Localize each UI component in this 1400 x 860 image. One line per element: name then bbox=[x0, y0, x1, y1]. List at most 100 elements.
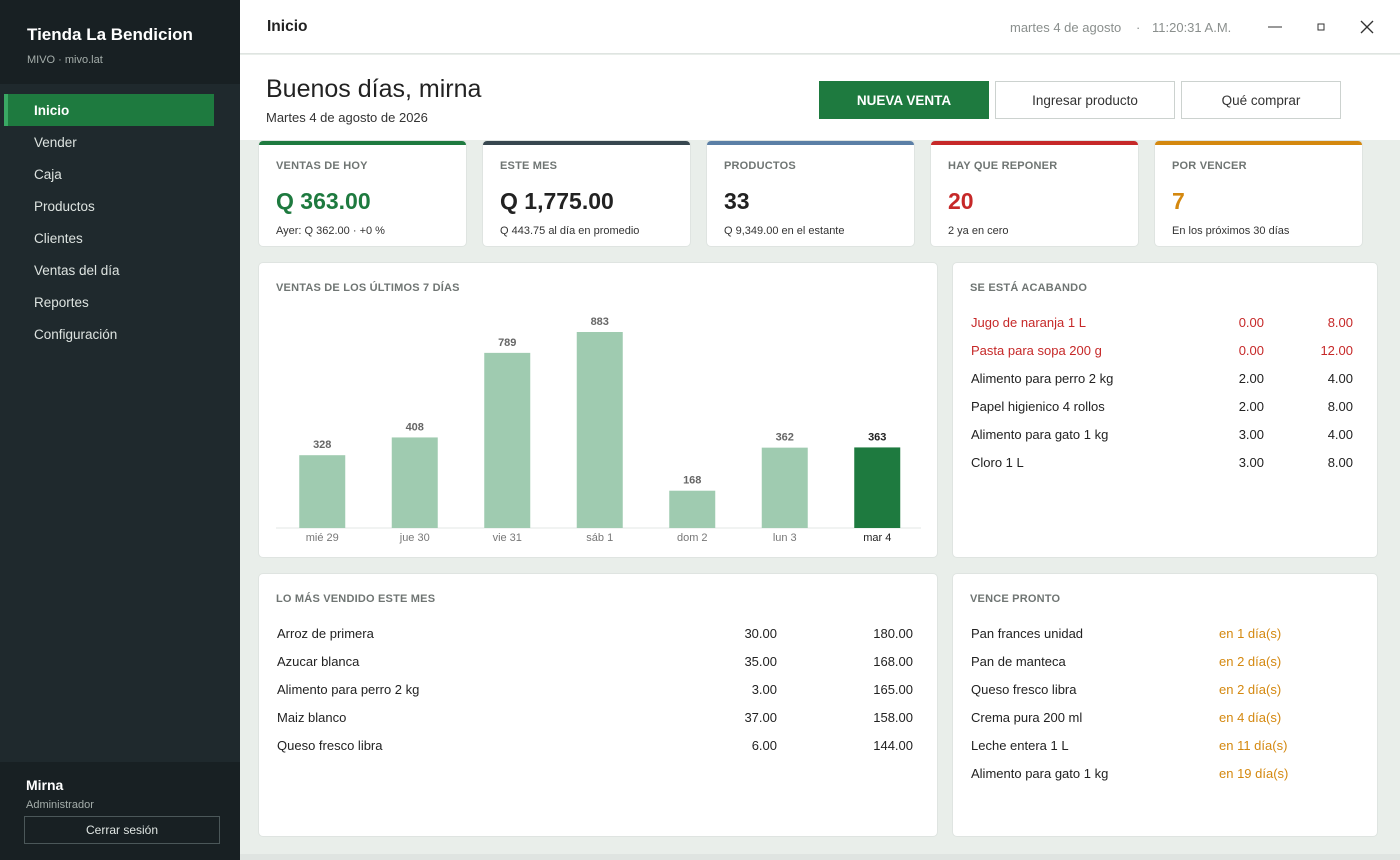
chart-bar bbox=[484, 352, 531, 528]
expiring-row-name: Leche entera 1 L bbox=[971, 738, 1069, 753]
low-stock-row-min: 4.00 bbox=[1327, 371, 1353, 386]
expiring-row-when: en 11 día(s) bbox=[1219, 738, 1288, 753]
low-stock-list: Jugo de naranja 1 L 0.00 8.00 Pasta para so… bbox=[953, 309, 1377, 477]
stat-value: 7 bbox=[1172, 188, 1185, 214]
top-sold-row-name: Arroz de primera bbox=[277, 626, 374, 641]
chart-category-label: vie 31 bbox=[493, 532, 522, 544]
expiring-row-name: Queso fresco libra bbox=[971, 682, 1077, 697]
top-sold-row-qty: 30.00 bbox=[744, 626, 777, 641]
store-name: Tienda La Bendicion bbox=[27, 25, 193, 44]
date-time-separator: · bbox=[1136, 20, 1141, 35]
stat-card: HAY QUE REPONER 20 2 ya en cero bbox=[930, 140, 1139, 247]
add-product-button[interactable]: Ingresar producto bbox=[995, 81, 1175, 119]
expiring-row: Pan frances unidad en 1 día(s) bbox=[953, 620, 1377, 648]
top-sold-panel: LO MÁS VENDIDO ESTE MES Arroz de primera… bbox=[258, 573, 938, 837]
stat-accent-bar bbox=[483, 141, 690, 145]
sidebar-item-inicio[interactable]: Inicio bbox=[4, 94, 214, 126]
sidebar-item-clientes[interactable]: Clientes bbox=[34, 230, 83, 246]
close-icon bbox=[1360, 20, 1374, 34]
stat-card: VENTAS DE HOY Q 363.00 Ayer: Q 362.00 · +0… bbox=[258, 140, 467, 247]
new-sale-button[interactable]: NUEVA VENTA bbox=[819, 81, 989, 119]
stat-accent-bar bbox=[931, 141, 1138, 145]
expiring-row-when: en 2 día(s) bbox=[1219, 654, 1282, 669]
sidebar-user-section: Mirna Administrador Cerrar sesión bbox=[0, 762, 240, 860]
expiring-panel: VENCE PRONTO Pan frances unidad en 1 día(… bbox=[952, 573, 1378, 837]
low-stock-row-qty: 3.00 bbox=[1238, 427, 1264, 442]
low-stock-row: Pasta para sopa 200 g 0.00 12.00 bbox=[953, 337, 1377, 365]
stat-value: Q 1,775.00 bbox=[500, 188, 614, 214]
expiring-row-when: en 4 día(s) bbox=[1219, 710, 1282, 725]
logout-button[interactable]: Cerrar sesión bbox=[24, 816, 220, 844]
sidebar-item-ventas-del-d-a[interactable]: Ventas del día bbox=[34, 262, 120, 278]
low-stock-row-name: Papel higienico 4 rollos bbox=[971, 399, 1105, 414]
low-stock-row: Jugo de naranja 1 L 0.00 8.00 bbox=[953, 309, 1377, 337]
sales-chart-panel: VENTAS DE LOS ÚLTIMOS 7 DÍAS 328 mié 29 40… bbox=[258, 262, 938, 558]
user-role: Administrador bbox=[26, 799, 94, 811]
sidebar-item-reportes[interactable]: Reportes bbox=[34, 294, 89, 310]
low-stock-row-min: 4.00 bbox=[1327, 427, 1353, 442]
chart-category-label: dom 2 bbox=[677, 532, 708, 544]
top-sold-row-total: 168.00 bbox=[873, 654, 913, 669]
top-sold-row: Arroz de primera 30.00 180.00 bbox=[259, 620, 937, 648]
minimize-button[interactable] bbox=[1261, 14, 1289, 40]
stat-value: 20 bbox=[948, 188, 974, 214]
full-date: Martes 4 de agosto de 2026 bbox=[266, 110, 428, 125]
minimize-icon bbox=[1268, 26, 1282, 28]
sidebar-header: Tienda La Bendicion MIVO · mivo.lat bbox=[0, 0, 240, 84]
stat-subtext: Q 9,349.00 en el estante bbox=[724, 225, 845, 237]
sidebar-item-vender[interactable]: Vender bbox=[34, 134, 77, 150]
low-stock-row-min: 12.00 bbox=[1320, 343, 1353, 358]
chart-value-label: 883 bbox=[591, 316, 609, 328]
stat-subtext: 2 ya en cero bbox=[948, 225, 1009, 237]
close-button[interactable] bbox=[1353, 14, 1381, 40]
what-to-buy-button[interactable]: Qué comprar bbox=[1181, 81, 1341, 119]
top-sold-row-qty: 35.00 bbox=[744, 654, 777, 669]
low-stock-row-min: 8.00 bbox=[1327, 399, 1353, 414]
low-stock-row: Alimento para perro 2 kg 2.00 4.00 bbox=[953, 365, 1377, 393]
expiring-row-name: Alimento para gato 1 kg bbox=[971, 766, 1109, 781]
top-sold-row: Alimento para perro 2 kg 3.00 165.00 bbox=[259, 676, 937, 704]
chart-value-label: 789 bbox=[498, 337, 516, 349]
low-stock-row-name: Pasta para sopa 200 g bbox=[971, 343, 1102, 358]
chart-value-label: 328 bbox=[313, 439, 331, 451]
expiring-row: Alimento para gato 1 kg en 19 día(s) bbox=[953, 760, 1377, 788]
expiring-list: Pan frances unidad en 1 día(s) Pan de mant… bbox=[953, 620, 1377, 788]
chart-bar bbox=[854, 447, 901, 528]
sidebar-item-configuraci-n[interactable]: Configuración bbox=[34, 326, 118, 342]
stat-accent-bar bbox=[1155, 141, 1362, 145]
top-sold-row-total: 165.00 bbox=[873, 682, 913, 697]
stat-accent-bar bbox=[259, 141, 466, 145]
chart-title: VENTAS DE LOS ÚLTIMOS 7 DÍAS bbox=[276, 282, 460, 294]
maximize-button[interactable] bbox=[1307, 14, 1335, 40]
chart-category-label: sáb 1 bbox=[586, 532, 613, 544]
expiring-row-name: Pan de manteca bbox=[971, 654, 1066, 669]
chart-value-label: 363 bbox=[868, 431, 886, 443]
stat-card: ESTE MES Q 1,775.00 Q 443.75 al día en pro… bbox=[482, 140, 691, 247]
low-stock-row-name: Alimento para gato 1 kg bbox=[971, 427, 1109, 442]
stat-label: POR VENCER bbox=[1172, 160, 1247, 172]
sidebar-nav: Inicio Vender Caja Productos Clientes Ventas … bbox=[0, 94, 240, 350]
stat-card: POR VENCER 7 En los próximos 30 días bbox=[1154, 140, 1363, 247]
user-name: Mirna bbox=[26, 777, 64, 793]
top-sold-row-name: Alimento para perro 2 kg bbox=[277, 682, 420, 697]
top-sold-row-name: Maiz blanco bbox=[277, 710, 347, 725]
expiring-row-when: en 1 día(s) bbox=[1219, 626, 1282, 641]
expiring-row-name: Crema pura 200 ml bbox=[971, 710, 1083, 725]
expiring-row: Queso fresco libra en 2 día(s) bbox=[953, 676, 1377, 704]
sidebar-item-caja[interactable]: Caja bbox=[34, 166, 62, 182]
top-sold-row-name: Azucar blanca bbox=[277, 654, 360, 669]
low-stock-row: Alimento para gato 1 kg 3.00 4.00 bbox=[953, 421, 1377, 449]
top-sold-row-qty: 37.00 bbox=[744, 710, 777, 725]
chart-value-label: 408 bbox=[406, 421, 424, 433]
top-bar: Inicio martes 4 de agosto · 11:20:31 A.M… bbox=[240, 0, 1400, 54]
top-sold-row-total: 144.00 bbox=[873, 738, 913, 753]
low-stock-row-min: 8.00 bbox=[1327, 455, 1353, 470]
stat-label: ESTE MES bbox=[500, 160, 558, 172]
sidebar-item-productos[interactable]: Productos bbox=[34, 198, 95, 214]
chart-bar bbox=[576, 332, 623, 528]
brand-subtitle: MIVO · mivo.lat bbox=[27, 54, 103, 66]
expiring-row: Pan de manteca en 2 día(s) bbox=[953, 648, 1377, 676]
top-sold-row-qty: 3.00 bbox=[751, 682, 777, 697]
stat-label: PRODUCTOS bbox=[724, 160, 796, 172]
top-sold-row-total: 158.00 bbox=[873, 710, 913, 725]
